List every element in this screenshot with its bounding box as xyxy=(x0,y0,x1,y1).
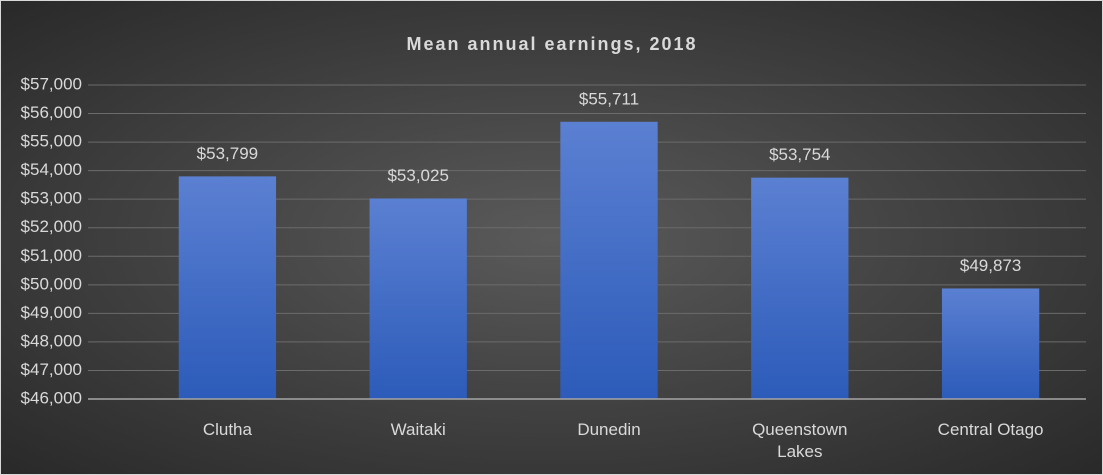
x-tick-label: Central Otago xyxy=(937,420,1044,439)
x-tick-label: Queenstown Lakes xyxy=(752,420,848,461)
y-tick-label: $50,000 xyxy=(21,274,82,293)
value-label: $53,025 xyxy=(387,166,448,185)
x-tick-label: Clutha xyxy=(202,420,252,439)
bar xyxy=(369,198,467,399)
y-tick-label: $54,000 xyxy=(21,160,82,179)
y-tick-label: $47,000 xyxy=(21,360,82,379)
value-label: $49,873 xyxy=(960,256,1021,275)
bar xyxy=(178,176,277,399)
y-tick-label: $52,000 xyxy=(21,217,82,236)
y-tick-label: $57,000 xyxy=(21,74,82,93)
bar xyxy=(560,121,658,399)
x-tick-label: Dunedin xyxy=(577,420,641,439)
y-tick-label: $48,000 xyxy=(21,331,82,350)
value-label: $55,711 xyxy=(579,89,639,108)
value-label: $53,754 xyxy=(769,145,830,164)
chart-title: Mean annual earnings, 2018 xyxy=(406,34,697,54)
y-tick-label: $55,000 xyxy=(21,132,82,151)
y-tick-label: $53,000 xyxy=(21,189,82,208)
value-label: $53,799 xyxy=(197,144,258,163)
y-tick-label: $46,000 xyxy=(21,388,82,407)
x-tick-label: Waitaki xyxy=(390,420,446,439)
y-tick-label: $56,000 xyxy=(21,103,82,122)
bar xyxy=(751,177,849,399)
y-tick-label: $51,000 xyxy=(21,246,82,265)
y-tick-label: $49,000 xyxy=(21,303,82,322)
bar xyxy=(941,288,1040,399)
